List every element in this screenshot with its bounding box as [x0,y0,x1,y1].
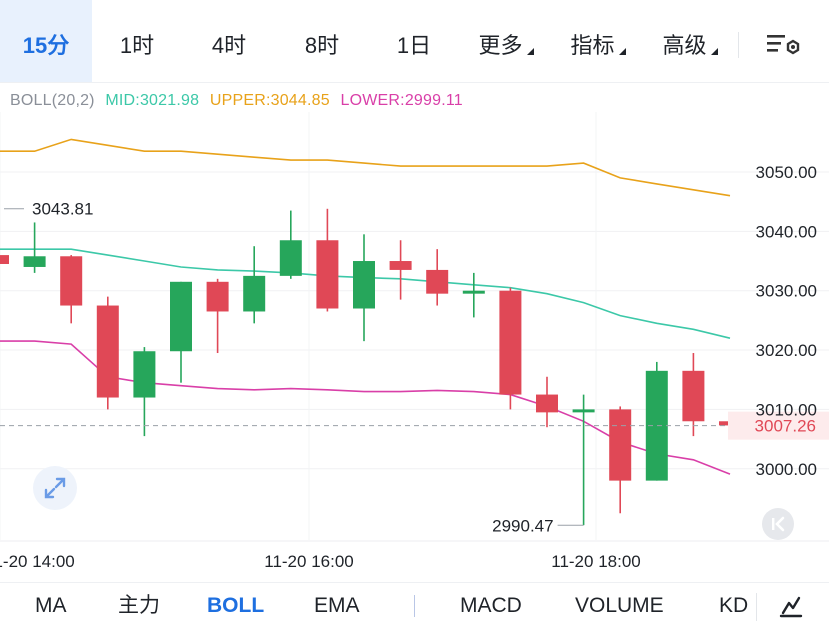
candle-body [0,255,9,264]
low-price-label: 2990.47 [492,516,553,535]
tab-1h[interactable]: 1时 [119,33,155,58]
time-axis: 11-20 14:00 11-20 16:00 11-20 18:00 [0,552,641,571]
boll-lower-value: LOWER:2999.11 [340,92,463,109]
candle [572,394,595,526]
price-tick-label: 3030.00 [756,282,817,301]
tab-4h[interactable]: 4时 [211,33,247,58]
candle [645,361,668,481]
candle [243,246,266,324]
last-price-label: 3007.26 [755,417,816,436]
candle-body [353,261,375,309]
tab-more[interactable]: 更多 [460,0,552,82]
time-tick-label: 11-20 14:00 [0,552,75,571]
tab-more-label: 更多 [478,33,523,58]
chart-settings-icon[interactable] [764,30,800,60]
candle [499,287,522,410]
chart-grid [0,112,829,542]
candle-body [645,370,668,481]
dropdown-triangle-icon [526,48,534,55]
candle-body [536,394,558,413]
tab-15m[interactable]: 15分 [0,0,92,82]
candle [536,376,558,428]
tab-indicators[interactable]: 指标 [552,0,644,82]
candle [279,210,302,279]
boll-upper-value: UPPER:3044.85 [209,92,330,109]
toolbar-divider [738,32,739,58]
candle [316,208,339,312]
indicator-divider [414,595,415,617]
dropdown-triangle-icon [710,48,718,55]
candle-body [96,305,119,398]
candlestick-series [0,208,741,526]
candle-body [609,409,632,481]
candle [389,240,412,300]
candle-body [23,256,46,267]
time-tick-label: 11-20 16:00 [264,552,353,571]
indicator-volume[interactable]: VOLUME [575,594,664,617]
drawing-tool-icon[interactable] [774,589,808,623]
boll-upper-line [0,138,731,197]
boll-mid-value: MID:3021.98 [105,92,200,109]
price-tick-label: 3040.00 [756,222,817,241]
candle [23,222,46,273]
tab-8h[interactable]: 8时 [304,33,340,58]
time-tick-label: 11-20 18:00 [551,552,640,571]
price-tick-label: 3000.00 [756,460,817,479]
price-axis: 3050.00 3040.00 3030.00 3020.00 3010.00 3000.… [756,163,817,479]
candle [133,347,156,437]
candle-body [462,290,485,294]
tab-1d[interactable]: 1日 [396,33,432,58]
expand-icon [44,477,66,499]
candle [462,272,485,318]
indicator-macd[interactable]: MACD [460,594,522,617]
indicator-ma[interactable]: MA [35,594,67,617]
last-price-tag [728,411,829,440]
candle [353,234,375,342]
dropdown-triangle-icon [618,48,626,55]
candle-body [243,275,266,312]
scroll-to-latest-button[interactable] [762,508,794,540]
candle [426,249,449,306]
boll-name: BOLL(20,2) [10,92,95,109]
candle-body [682,370,705,422]
indicator-boll[interactable]: BOLL [207,594,265,617]
candle-body [170,281,192,352]
draw-divider [756,593,757,621]
indicator-ema[interactable]: EMA [314,594,360,617]
candle [0,255,9,264]
fullscreen-button[interactable] [33,466,77,510]
tab-advanced[interactable]: 高级 [644,0,736,82]
boll-lower-line [0,340,731,475]
candle [206,278,229,354]
candle-body [389,261,412,270]
candle-body [499,290,522,395]
candle-body [316,240,339,309]
high-price-label: 3043.81 [32,200,93,219]
price-tick-label: 3020.00 [756,341,817,360]
candle [609,406,632,514]
candle [96,296,119,410]
tab-indicators-label: 指标 [570,33,615,58]
boll-legend: BOLL(20,2) MID:3021.98 UPPER:3044.85 LOW… [10,92,469,110]
candle-body [426,269,449,294]
price-tick-label: 3010.00 [756,400,817,419]
candle [60,255,83,324]
indicator-bar: MA 主力 BOLL EMA MACD VOLUME KD [0,582,829,632]
candle [682,353,705,437]
tab-advanced-label: 高级 [662,33,707,58]
chart-annotations: 3043.81 2990.47 3007.26 [0,200,829,535]
candle-body [133,351,156,398]
candle-body [60,256,83,306]
indicator-kd[interactable]: KD [719,594,749,617]
skip-back-icon [772,516,785,532]
candle-body [279,240,302,276]
price-tick-label: 3050.00 [756,163,817,182]
candle-body [572,409,595,413]
kline-chart[interactable]: 3043.81 2990.47 3007.26 3050.00 3040.00 3030… [0,112,829,582]
indicator-main-force[interactable]: 主力 [118,594,160,617]
candle-body [206,281,229,312]
timeframe-toolbar: 15分 1时 4时 8时 1日 更多 指标 高级 [0,0,829,83]
candle [170,281,192,383]
